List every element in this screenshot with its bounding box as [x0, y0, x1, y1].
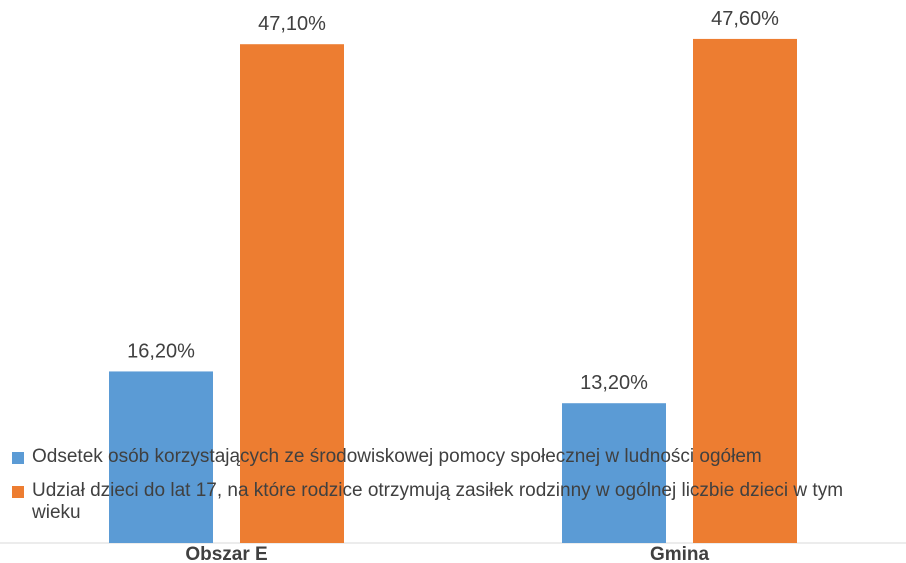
legend-label: Odsetek osób korzystających ze środowisk… [32, 446, 762, 467]
legend-item: Udział dzieci do lat 17, na które rodzic… [12, 480, 892, 524]
data-label: 16,20% [127, 340, 195, 362]
data-label: 47,10% [258, 13, 326, 35]
x-tick-label: Obszar E [185, 544, 267, 563]
legend-label: Udział dzieci do lat 17, na które rodzic… [32, 480, 844, 523]
data-label: 13,20% [580, 372, 648, 394]
bar [562, 403, 666, 543]
bar [693, 38, 797, 543]
bar [240, 44, 344, 543]
bar [109, 371, 213, 543]
legend-swatch [12, 486, 24, 498]
data-label: 47,60% [711, 8, 779, 30]
legend-swatch [12, 452, 24, 464]
legend: Odsetek osób korzystających ze środowisk… [12, 446, 892, 536]
legend-item: Odsetek osób korzystających ze środowisk… [12, 446, 892, 468]
x-tick-label: Gmina [650, 544, 710, 563]
